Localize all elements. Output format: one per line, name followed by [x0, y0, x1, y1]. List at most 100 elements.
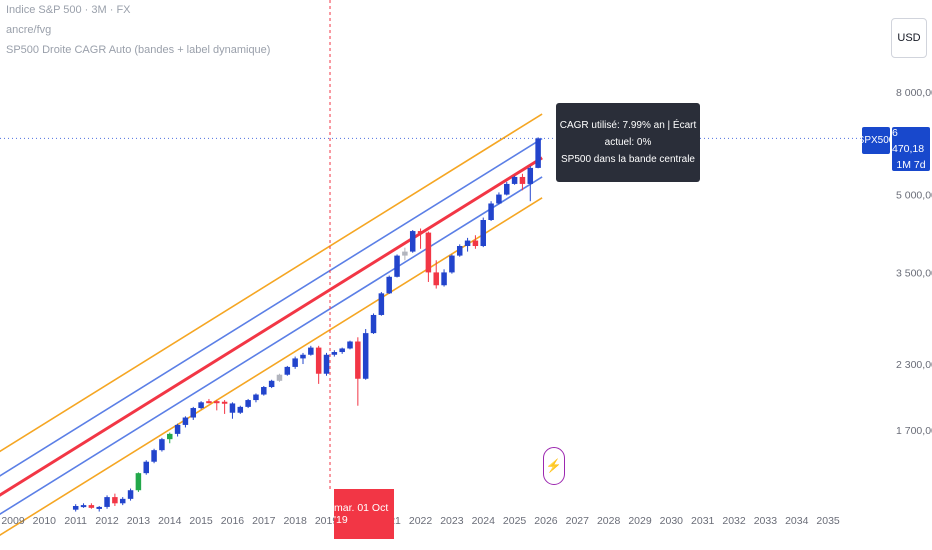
candle-body — [511, 176, 518, 184]
candles — [72, 137, 541, 512]
candle-body — [527, 167, 534, 184]
candle-body — [464, 240, 471, 247]
candle-body — [504, 183, 510, 195]
currency-button[interactable]: USD — [891, 18, 927, 58]
candle-body — [441, 272, 447, 286]
candle-body — [292, 358, 298, 367]
candle-body — [88, 505, 95, 508]
candle-body — [449, 255, 455, 273]
x-tick-label: 2032 — [722, 515, 746, 527]
x-tick-label: 2015 — [189, 515, 213, 527]
x-tick-label: 2017 — [252, 515, 276, 527]
candle-body — [143, 461, 149, 474]
candle-body — [409, 231, 416, 252]
candle-body — [362, 333, 369, 379]
y-tick-label: 8 000,00 — [896, 87, 932, 99]
candle-body — [402, 251, 408, 256]
candle-body — [253, 394, 259, 401]
legend-indicator-2[interactable]: SP500 Droite CAGR Auto (bandes + label d… — [6, 44, 271, 56]
candle-body — [433, 272, 439, 286]
lightning-icon[interactable]: ⚡ — [543, 447, 565, 485]
y-tick-label: 5 000,00 — [896, 190, 932, 202]
crosshair-date-label: mar. 01 Oct '19 — [334, 489, 394, 539]
x-tick-label: 2009 — [1, 515, 25, 527]
cagr-label-line1: CAGR utilisé: 7.99% an | Écart actuel: 0… — [559, 120, 697, 148]
candle-body — [237, 406, 244, 413]
legend-indicator-1[interactable]: ancre/fvg — [6, 24, 52, 36]
candle-body — [276, 374, 283, 381]
x-tick-label: 2024 — [472, 515, 496, 527]
x-tick-label: 2014 — [158, 515, 182, 527]
cagr-line-inner-upper — [0, 137, 543, 477]
x-tick-label: 2010 — [33, 515, 57, 527]
candle-body — [174, 424, 181, 434]
candle-body — [112, 497, 118, 504]
candle-body — [339, 348, 345, 353]
x-tick-label: 2033 — [754, 515, 778, 527]
symbol-tag: SPX500 — [858, 127, 894, 154]
x-axis[interactable]: 2009 2010 2011 2012 2013 2014 2015 2016 2017 2018… — [1, 515, 840, 527]
candle-body — [370, 314, 377, 334]
x-tick-label: 2026 — [534, 515, 558, 527]
y-tick-label: 3 500,00 — [896, 267, 932, 279]
candle-body — [519, 176, 526, 184]
candle-body — [323, 354, 330, 374]
candle-body — [245, 400, 251, 407]
candle-body — [488, 203, 494, 221]
cagr-line-inner-lower — [0, 176, 543, 516]
candle-body — [315, 347, 322, 374]
x-tick-label: 2031 — [691, 515, 715, 527]
candle-body — [472, 240, 479, 247]
candle-body — [151, 450, 157, 462]
candle-body — [96, 506, 102, 509]
candle-body — [378, 293, 385, 315]
candle-body — [417, 231, 424, 234]
price-tag: 6 470,18 1M 7d — [892, 127, 930, 171]
candle-body — [284, 366, 291, 375]
x-tick-label: 2011 — [64, 515, 87, 527]
candle-body — [80, 505, 87, 508]
y-axis[interactable]: 8 000,00 5 000,00 3 500,00 2 300,00 1 700,00 — [896, 87, 932, 437]
x-tick-label: 2027 — [566, 515, 590, 527]
legend-symbol[interactable]: Indice S&P 500 · 3M · FX — [6, 4, 131, 16]
candle-body — [159, 439, 165, 451]
x-tick-label: 2025 — [503, 515, 527, 527]
candle-body — [198, 402, 204, 409]
y-tick-label: 1 700,00 — [896, 425, 932, 437]
price-value: 6 470,18 — [892, 127, 925, 155]
cagr-bands — [0, 113, 543, 537]
candle-body — [480, 220, 486, 247]
candle-body — [127, 490, 134, 499]
candle-body — [190, 408, 197, 418]
candle-body — [167, 433, 173, 440]
x-tick-label: 2022 — [409, 515, 433, 527]
x-tick-label: 2035 — [816, 515, 840, 527]
candle-body — [347, 341, 353, 349]
candle-body — [386, 276, 392, 294]
x-tick-label: 2016 — [221, 515, 245, 527]
x-tick-label: 2023 — [440, 515, 464, 527]
candle-body — [268, 380, 275, 388]
candle-body — [394, 255, 400, 277]
cagr-line-outer-upper — [0, 113, 543, 453]
candle-body — [214, 401, 220, 404]
candle-body — [135, 473, 142, 491]
cagr-line-center — [0, 156, 543, 497]
x-tick-label: 2013 — [127, 515, 151, 527]
candle-body — [355, 341, 361, 379]
x-tick-label: 2030 — [660, 515, 684, 527]
candle-body — [182, 417, 189, 425]
x-tick-label: 2019 — [315, 515, 339, 527]
x-tick-label: 2034 — [785, 515, 809, 527]
candle-body — [206, 401, 212, 404]
candle-body — [261, 387, 267, 395]
candle-body — [72, 506, 79, 510]
candle-body — [308, 347, 314, 355]
y-tick-label: 2 300,00 — [896, 359, 932, 371]
countdown: 1M 7d — [896, 159, 926, 171]
candle-body — [535, 138, 541, 168]
cagr-label-line2: SP500 dans la bande centrale — [561, 154, 695, 165]
candle-body — [425, 232, 432, 273]
cagr-line-outer-lower — [0, 197, 543, 537]
